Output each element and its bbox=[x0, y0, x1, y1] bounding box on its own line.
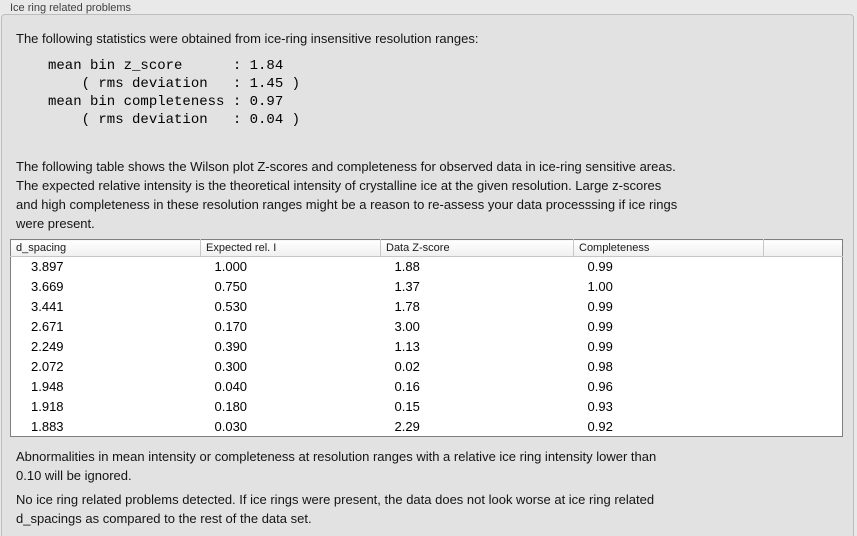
table-row[interactable]: 2.249 0.390 1.13 0.99 bbox=[11, 337, 843, 357]
cell-data-z-score: 1.37 bbox=[394, 279, 420, 294]
table-row[interactable]: 2.072 0.300 0.02 0.98 bbox=[11, 357, 843, 377]
header-cell-data-z-score[interactable]: Data Z-score bbox=[380, 239, 574, 257]
table-row[interactable]: 1.918 0.180 0.15 0.93 bbox=[11, 397, 843, 417]
cell-data-z-score: 1.13 bbox=[394, 339, 420, 354]
cell-d-spacing: 3.897 bbox=[31, 259, 64, 275]
cell-d-spacing: 2.249 bbox=[31, 339, 64, 354]
cell-expected-rel-i: 0.390 bbox=[214, 339, 248, 354]
cell-data-z-score: 2.29 bbox=[394, 418, 420, 434]
cell-d-spacing: 1.918 bbox=[31, 399, 64, 414]
cell-expected-rel-i: 0.300 bbox=[214, 359, 248, 374]
cell-expected-rel-i: 0.180 bbox=[214, 399, 248, 414]
cell-expected-rel-i: 0.170 bbox=[214, 319, 248, 334]
intro-text: The following statistics were obtained f… bbox=[16, 31, 479, 46]
ignore-rule-note: Abnormalities in mean intensity or compl… bbox=[16, 449, 657, 483]
cell-completeness: 0.99 bbox=[587, 339, 613, 354]
table-row[interactable]: 1.883 0.030 2.29 0.92 bbox=[11, 417, 843, 437]
table-row[interactable]: 3.669 0.750 1.37 1.00 bbox=[11, 277, 843, 297]
table-row[interactable]: 3.897 1.000 1.88 0.99 bbox=[11, 257, 843, 277]
cell-completeness: 0.99 bbox=[587, 299, 613, 314]
cell-d-spacing: 1.883 bbox=[31, 418, 64, 434]
cell-completeness: 0.93 bbox=[587, 399, 613, 414]
cell-data-z-score: 0.15 bbox=[394, 399, 420, 414]
cell-d-spacing: 3.441 bbox=[31, 299, 64, 314]
header-cell-d-spacing[interactable]: d_spacing bbox=[10, 239, 201, 257]
panel-title: Ice ring related problems bbox=[10, 2, 132, 14]
cell-expected-rel-i: 1.000 bbox=[214, 259, 248, 275]
cell-completeness: 0.96 bbox=[587, 379, 613, 394]
cell-expected-rel-i: 0.030 bbox=[214, 418, 248, 434]
cell-data-z-score: 1.88 bbox=[394, 259, 420, 275]
cell-completeness: 0.92 bbox=[587, 418, 613, 434]
table-description: The following table shows the Wilson plo… bbox=[16, 159, 678, 231]
table-row[interactable]: 1.948 0.040 0.16 0.96 bbox=[11, 377, 843, 397]
cell-expected-rel-i: 0.040 bbox=[214, 379, 248, 394]
ice-ring-results-table: d_spacing Expected rel. I Data Z-score C… bbox=[10, 239, 843, 437]
cell-d-spacing: 3.669 bbox=[31, 279, 64, 294]
table-header-row: d_spacing Expected rel. I Data Z-score C… bbox=[10, 239, 843, 257]
cell-expected-rel-i: 0.530 bbox=[214, 299, 248, 314]
cell-completeness: 0.98 bbox=[587, 359, 613, 374]
table-row[interactable]: 3.441 0.530 1.78 0.99 bbox=[11, 297, 843, 317]
header-cell-empty bbox=[763, 239, 843, 257]
cell-data-z-score: 1.78 bbox=[394, 299, 420, 314]
stats-block: mean bin z_score : 1.84 ( rms deviation … bbox=[48, 58, 301, 128]
cell-completeness: 0.99 bbox=[587, 259, 613, 275]
cell-data-z-score: 3.00 bbox=[394, 319, 420, 334]
cell-d-spacing: 2.072 bbox=[31, 359, 64, 374]
cell-completeness: 1.00 bbox=[587, 279, 613, 294]
cell-d-spacing: 2.671 bbox=[31, 319, 64, 334]
cell-completeness: 0.99 bbox=[587, 319, 613, 334]
table-row[interactable]: 2.671 0.170 3.00 0.99 bbox=[11, 317, 843, 337]
header-cell-expected-rel-i[interactable]: Expected rel. I bbox=[200, 239, 381, 257]
cell-data-z-score: 0.02 bbox=[394, 359, 420, 374]
header-cell-completeness[interactable]: Completeness bbox=[573, 239, 764, 257]
conclusion-note: No ice ring related problems detected. I… bbox=[16, 492, 655, 526]
cell-data-z-score: 0.16 bbox=[394, 379, 420, 394]
cell-d-spacing: 1.948 bbox=[31, 379, 64, 394]
cell-expected-rel-i: 0.750 bbox=[214, 279, 248, 294]
